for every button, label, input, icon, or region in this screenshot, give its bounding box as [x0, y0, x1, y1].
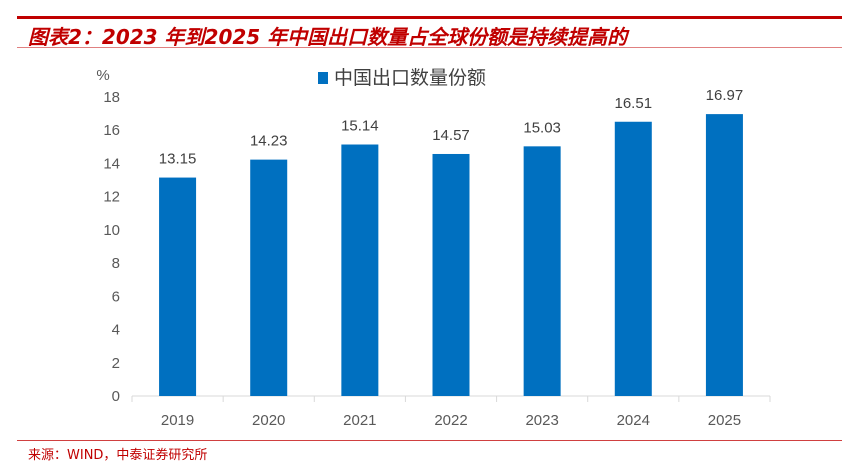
data-label: 16.51 — [615, 95, 653, 112]
bar-2019 — [159, 177, 197, 396]
bar-2022 — [432, 153, 470, 396]
data-label: 14.23 — [250, 133, 288, 150]
source-rule — [17, 440, 842, 441]
bar-2025 — [705, 114, 743, 397]
title-top-rule — [17, 16, 842, 19]
x-tick-label: 2020 — [252, 412, 285, 429]
y-tick-label: 6 — [112, 288, 120, 305]
x-tick-label: 2024 — [617, 412, 650, 429]
legend-swatch — [318, 72, 328, 84]
figure-title: 图表2：2023 年到2025 年中国出口数量占全球份额是持续提高的 — [28, 25, 628, 49]
y-tick-label: 18 — [103, 89, 120, 106]
y-tick-label: 0 — [112, 388, 120, 405]
x-tick-label: 2021 — [343, 412, 376, 429]
legend-label: 中国出口数量份额 — [334, 67, 486, 89]
y-tick-label: 4 — [112, 322, 120, 339]
x-tick-label: 2022 — [434, 412, 467, 429]
y-tick-label: 16 — [103, 122, 120, 139]
y-tick-label: 10 — [103, 222, 120, 239]
y-tick-label: 8 — [112, 255, 120, 272]
x-tick-label: 2025 — [708, 412, 741, 429]
title-bottom-rule — [17, 47, 842, 48]
x-tick-label: 2023 — [525, 412, 558, 429]
y-tick-label: 2 — [112, 355, 120, 372]
data-label: 16.97 — [706, 87, 744, 104]
bar-2021 — [341, 144, 379, 396]
source-note: 来源：WIND，中泰证券研究所 — [28, 448, 208, 463]
x-tick-label: 2019 — [161, 412, 194, 429]
data-label: 13.15 — [159, 151, 197, 168]
bar-2024 — [614, 121, 652, 397]
y-tick-label: 14 — [103, 155, 120, 172]
data-label: 15.14 — [341, 118, 379, 135]
data-label: 14.57 — [432, 127, 470, 144]
bar-2023 — [523, 146, 561, 396]
bar-2020 — [250, 159, 288, 396]
y-tick-label: 12 — [103, 189, 120, 206]
data-label: 15.03 — [523, 119, 561, 136]
y-axis-unit: % — [96, 67, 109, 84]
